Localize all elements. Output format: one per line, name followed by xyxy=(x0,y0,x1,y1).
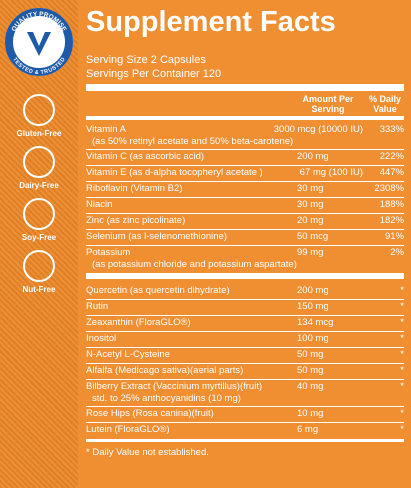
amount: 50 mcg xyxy=(297,231,329,242)
daily-value: 333% xyxy=(379,124,404,135)
daily-value: * xyxy=(400,365,404,376)
amount: 3000 mcg (10000 IU) xyxy=(273,124,363,135)
badge-column: QUALITY PROMISE TESTED & TRUSTED Gluten-… xyxy=(0,0,78,488)
quality-badge: QUALITY PROMISE TESTED & TRUSTED xyxy=(5,8,73,76)
row-rule xyxy=(86,406,404,407)
nutrient-note: (as 50% retinyl acetate and 50% beta-car… xyxy=(92,136,294,147)
nutrient-name: Rutin xyxy=(86,301,109,312)
daily-value: * xyxy=(400,381,404,392)
row-rule xyxy=(86,379,404,380)
icon-label: Dairy-Free xyxy=(19,181,59,190)
nutrient-name: Quercetin (as quercetin dihydrate) xyxy=(86,285,230,296)
nutrient-name: Selenium (as l-selenomethionine) xyxy=(86,231,227,242)
daily-value: * xyxy=(400,408,404,419)
amount: 150 mg xyxy=(297,301,329,312)
nutrient-name: Vitamin C (as ascorbic acid) xyxy=(86,151,205,162)
row-rule xyxy=(86,422,404,423)
nutrient-note: std. to 25% anthocyanidins (10 mg) xyxy=(92,393,241,404)
nutrient-name: Inositol xyxy=(86,333,117,344)
rule xyxy=(86,439,404,442)
title: Supplement Facts xyxy=(86,6,336,38)
daily-value: * xyxy=(400,424,404,435)
icon-label: Gluten-Free xyxy=(16,129,62,138)
diet-icon: Dairy-Free xyxy=(14,146,64,190)
daily-value: * xyxy=(400,301,404,312)
nutrient-name: Zinc (as zinc picolinate) xyxy=(86,215,186,226)
icon-circle xyxy=(23,198,55,230)
amount: 134 mcg xyxy=(297,317,334,328)
amount: 200 mg xyxy=(297,285,329,296)
diet-icon: Nut-Free xyxy=(14,250,64,294)
facts-panel: Supplement Facts Serving Size 2 Capsules… xyxy=(78,0,411,488)
icon-circle xyxy=(23,250,55,282)
diet-icon: Soy-Free xyxy=(14,198,64,242)
footnote: * Daily Value not established. xyxy=(86,447,209,458)
row-rule xyxy=(86,363,404,364)
daily-value: * xyxy=(400,285,404,296)
row-rule xyxy=(86,347,404,348)
servings: Servings Per Container 120 xyxy=(86,68,222,80)
daily-value: * xyxy=(400,349,404,360)
nutrient-name: Lutein (FloraGLO®) xyxy=(86,424,170,435)
amount: 6 mg xyxy=(297,424,319,435)
nutrient-name: Alfalfa (Medicago sativa)(aerial parts) xyxy=(86,365,244,376)
daily-value: * xyxy=(400,317,404,328)
daily-value: 91% xyxy=(384,231,404,242)
row-rule xyxy=(86,181,404,182)
nutrient-name: Vitamin A xyxy=(86,124,126,135)
daily-value: 222% xyxy=(379,151,404,162)
amount: 40 mg xyxy=(297,381,324,392)
row-rule xyxy=(86,149,404,150)
daily-value: 2% xyxy=(390,247,404,258)
dv-header: % Daily Value xyxy=(368,94,401,114)
amount: 30 mg xyxy=(297,183,324,194)
serving-size: Serving Size 2 Capsules xyxy=(86,54,206,66)
daily-value: 188% xyxy=(379,199,404,210)
row-rule xyxy=(86,315,404,316)
row-rule xyxy=(86,299,404,300)
amount: 50 mg xyxy=(297,349,324,360)
nutrient-name: Riboflavin (Vitamin B2) xyxy=(86,183,183,194)
row-rule xyxy=(86,165,404,166)
daily-value: 2308% xyxy=(374,183,404,194)
nutrient-name: Zeaxanthin (FloraGLO®) xyxy=(86,317,191,328)
daily-value: * xyxy=(400,333,404,344)
amount: 10 mg xyxy=(297,408,324,419)
nutrient-name: N-Acetyl L-Cysteine xyxy=(86,349,170,360)
rule xyxy=(86,84,404,91)
nutrient-name: Vitamin E (as d-alpha tocopheryl acetate… xyxy=(86,167,263,178)
nutrient-name: Rose Hips (Rosa canina)(fruit) xyxy=(86,408,214,419)
amount: 50 mg xyxy=(297,365,324,376)
amount: 67 mg (100 IU) xyxy=(299,167,363,178)
amount: 20 mg xyxy=(297,215,324,226)
nutrient-note: (as potassium chloride and potassium asp… xyxy=(92,259,297,270)
amount: 30 mg xyxy=(297,199,324,210)
amount: 99 mg xyxy=(297,247,324,258)
daily-value: 447% xyxy=(379,167,404,178)
rule xyxy=(86,273,404,279)
row-rule xyxy=(86,245,404,246)
icon-label: Nut-Free xyxy=(22,285,56,294)
nutrient-name: Niacin xyxy=(86,199,113,210)
row-rule xyxy=(86,197,404,198)
icon-circle xyxy=(23,94,55,126)
nutrient-name: Potassium xyxy=(86,247,131,258)
amount: 100 mg xyxy=(297,333,329,344)
row-rule xyxy=(86,229,404,230)
amount-header: Amount Per Serving xyxy=(302,94,354,114)
amount: 200 mg xyxy=(297,151,329,162)
icon-circle xyxy=(23,146,55,178)
daily-value: 182% xyxy=(379,215,404,226)
diet-icon: Gluten-Free xyxy=(14,94,64,138)
rule xyxy=(86,116,404,120)
row-rule xyxy=(86,331,404,332)
icon-label: Soy-Free xyxy=(21,233,57,242)
nutrient-name: Bilberry Extract (Vaccinium myrtillus)(f… xyxy=(86,381,263,392)
row-rule xyxy=(86,213,404,214)
